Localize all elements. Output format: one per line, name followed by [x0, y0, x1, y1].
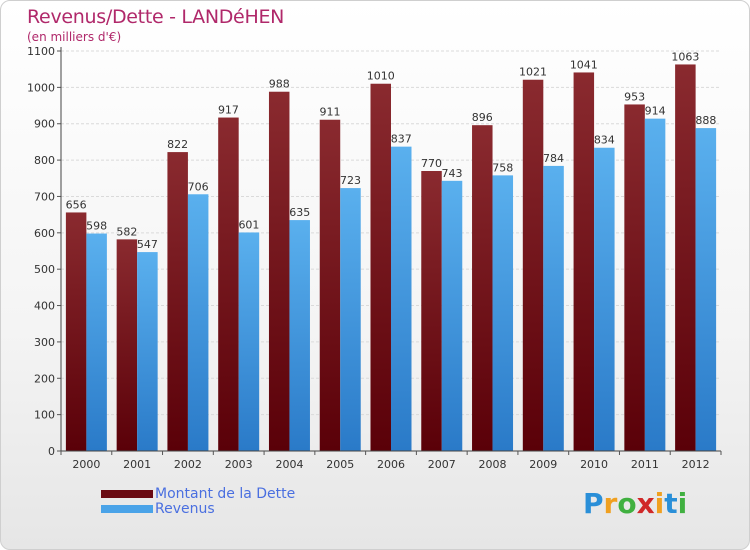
x-tick-label: 2010	[580, 458, 608, 471]
bar-dette	[319, 119, 341, 452]
y-tick-label: 1100	[27, 45, 55, 58]
x-tick-label: 2001	[123, 458, 151, 471]
data-label: 1021	[519, 66, 547, 79]
y-tick-label: 600	[34, 227, 55, 240]
x-tick-label: 2002	[174, 458, 202, 471]
data-label: 837	[391, 133, 412, 146]
data-label: 911	[319, 106, 340, 119]
bar-dette	[65, 212, 87, 451]
logo-letter: o	[617, 487, 637, 520]
bar-revenus	[391, 146, 412, 452]
bar-revenus	[644, 118, 666, 452]
data-label: 888	[695, 114, 716, 127]
y-tick-label: 0	[48, 445, 55, 458]
bar-revenus	[238, 232, 260, 451]
data-label: 784	[543, 152, 564, 165]
data-label: 547	[137, 238, 158, 251]
bar-dette	[472, 125, 493, 451]
y-tick-label: 300	[34, 336, 55, 349]
x-tick-label: 2012	[682, 458, 710, 471]
bar-revenus	[441, 180, 463, 451]
x-tick-label: 2009	[529, 458, 557, 471]
y-tick-label: 900	[34, 118, 55, 131]
bar-revenus	[289, 220, 310, 451]
bar-dette	[675, 64, 696, 452]
data-label: 1010	[367, 70, 395, 83]
y-tick-label: 100	[34, 409, 55, 422]
data-label: 834	[594, 134, 615, 147]
bar-dette	[624, 104, 645, 452]
data-label: 743	[442, 167, 463, 180]
x-tick-label: 2006	[377, 458, 405, 471]
bar-dette	[421, 171, 442, 451]
bar-revenus	[137, 252, 158, 451]
data-label: 917	[218, 104, 239, 117]
bar-revenus	[187, 194, 209, 452]
data-label: 706	[188, 180, 209, 193]
legend-label-dette: Montant de la Dette	[155, 486, 296, 502]
y-tick-label: 500	[34, 263, 55, 276]
bar-revenus	[594, 147, 615, 451]
x-tick-label: 2000	[72, 458, 100, 471]
legend-swatch-revenus	[101, 505, 153, 513]
y-tick-label: 1000	[27, 81, 55, 94]
bar-dette	[268, 91, 290, 452]
logo-letter: i	[677, 487, 688, 520]
bar-revenus	[543, 165, 564, 451]
chart-title: Revenus/Dette - LANDéHEN	[27, 6, 285, 28]
legend-swatch-dette	[101, 490, 153, 498]
data-label: 822	[167, 138, 188, 151]
data-label: 723	[340, 174, 361, 187]
data-label: 953	[624, 90, 645, 103]
bar-dette	[573, 72, 595, 452]
logo-letter: t	[664, 487, 678, 520]
proxiti-logo: Proxiti	[583, 487, 687, 520]
bar-dette	[218, 117, 239, 451]
legend-label-revenus: Revenus	[155, 501, 215, 517]
bar-dette	[370, 83, 391, 452]
data-label: 1041	[570, 58, 598, 71]
y-tick-label: 400	[34, 300, 55, 313]
data-label: 601	[238, 218, 259, 231]
data-label: 988	[269, 78, 290, 91]
bar-dette	[116, 239, 138, 451]
logo-letter: x	[636, 487, 655, 520]
y-tick-label: 700	[34, 190, 55, 203]
data-label: 758	[492, 161, 513, 174]
bar-dette	[167, 152, 188, 451]
x-tick-label: 2007	[428, 458, 456, 471]
data-label: 656	[66, 198, 87, 211]
data-label: 635	[289, 206, 310, 219]
data-label: 770	[421, 157, 442, 170]
data-label: 896	[472, 111, 493, 124]
bar-revenus	[695, 128, 717, 451]
logo-letter: i	[654, 487, 665, 520]
bar-revenus	[86, 233, 107, 451]
x-tick-label: 2004	[275, 458, 303, 471]
data-label: 914	[645, 105, 666, 118]
bar-revenus	[340, 188, 361, 451]
data-label: 1063	[671, 50, 699, 63]
x-tick-label: 2008	[479, 458, 507, 471]
x-tick-label: 2005	[326, 458, 354, 471]
y-tick-label: 200	[34, 372, 55, 385]
data-label: 582	[116, 225, 137, 238]
x-tick-label: 2003	[225, 458, 253, 471]
logo-letter: r	[603, 487, 618, 520]
logo-letter: P	[583, 487, 604, 520]
bar-revenus	[492, 175, 514, 451]
y-tick-label: 800	[34, 154, 55, 167]
chart-subtitle: (en milliers d'€)	[27, 30, 122, 44]
x-tick-label: 2011	[631, 458, 659, 471]
bar-dette	[522, 79, 544, 452]
data-label: 598	[86, 220, 107, 233]
